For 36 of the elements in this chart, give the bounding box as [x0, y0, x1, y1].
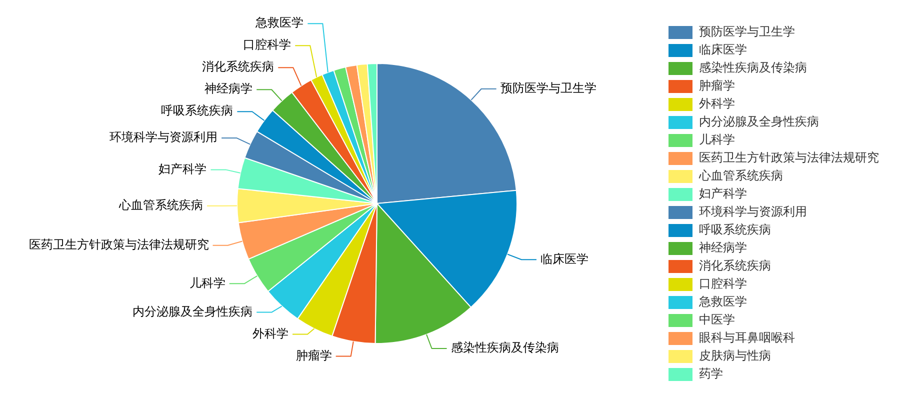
legend-label: 呼吸系统疾病	[699, 222, 771, 237]
legend-label: 神经病学	[699, 240, 747, 255]
legend-label: 眼科与耳鼻咽喉科	[699, 330, 795, 345]
slice-label: 消化系统疾病	[202, 60, 274, 74]
slice-label: 神经病学	[204, 82, 253, 96]
legend-label: 心血管系统疾病	[698, 168, 783, 183]
legend-label: 皮肤病与性病	[699, 348, 771, 363]
legend-label: 感染性疾病及传染病	[699, 60, 807, 75]
slice-label: 临床医学	[540, 252, 588, 266]
slice-label: 急救医学	[254, 16, 304, 30]
slice-label: 医药卫生方针政策与法律法规研究	[28, 237, 209, 252]
slice-label: 口腔科学	[243, 38, 292, 52]
slice-label: 预防医学与卫生学	[500, 80, 596, 95]
legend-label: 预防医学与卫生学	[699, 24, 795, 39]
legend-label: 口腔科学	[699, 276, 747, 291]
slice-label: 妇产科学	[158, 162, 207, 176]
legend-label: 药学	[699, 366, 723, 381]
legend-label: 肿瘤学	[699, 78, 735, 93]
legend-label: 临床医学	[699, 42, 747, 57]
legend-label: 消化系统疾病	[699, 258, 771, 273]
legend-label: 内分泌腺及全身性疾病	[699, 114, 819, 129]
legend-label: 外科学	[699, 96, 735, 111]
slice-label: 环境科学与资源利用	[110, 130, 218, 144]
legend-label: 环境科学与资源利用	[699, 204, 807, 219]
legend-label: 中医学	[699, 312, 735, 327]
slice-label: 儿科学	[189, 276, 226, 290]
legend-label: 医药卫生方针政策与法律法规研究	[699, 150, 879, 165]
legend-label: 儿科学	[699, 132, 735, 147]
slice-label: 感染性疾病及传染病	[450, 340, 559, 355]
slice-label: 心血管系统疾病	[118, 198, 204, 212]
slice-label: 外科学	[252, 326, 288, 340]
slice-label: 内分泌腺及全身性疾病	[132, 304, 253, 318]
slice-label: 呼吸系统疾病	[161, 104, 234, 118]
legend-label: 急救医学	[698, 294, 747, 309]
legend-label: 妇产科学	[699, 186, 747, 201]
slice-label: 肿瘤学	[296, 348, 332, 362]
